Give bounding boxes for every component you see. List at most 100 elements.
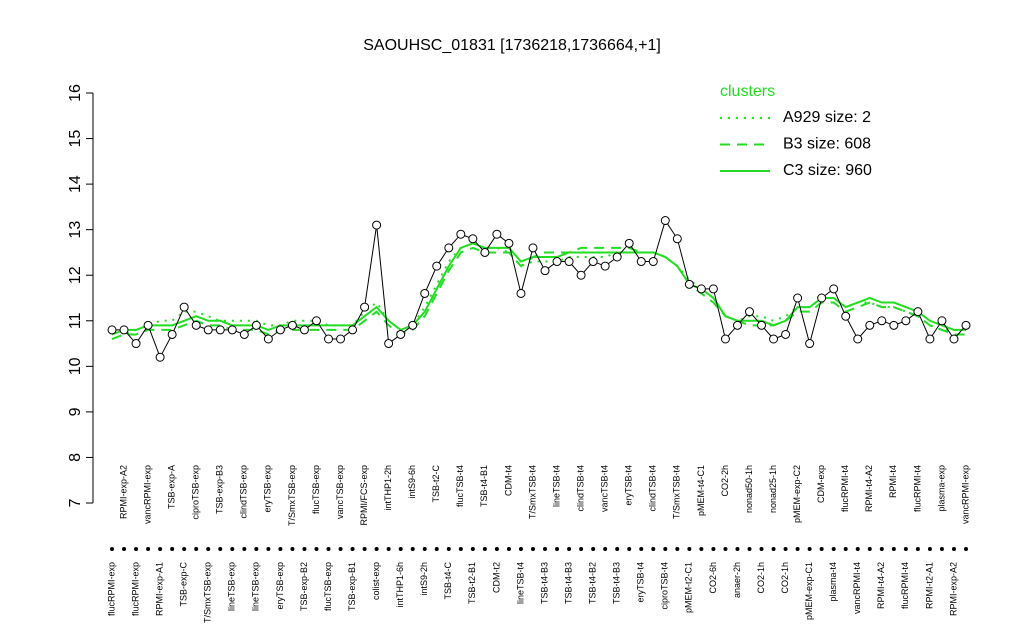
x-tick-label: CDM-t4	[503, 465, 513, 496]
rug-dot	[723, 547, 728, 551]
rug-dot	[964, 547, 968, 551]
data-point	[829, 284, 839, 294]
x-tick-label: RPMI-exp-A1	[154, 562, 164, 616]
rug-dot	[567, 547, 572, 551]
data-point	[360, 302, 370, 312]
data-point	[336, 334, 346, 344]
x-tick-label: intTHP1-6h	[395, 562, 405, 608]
rug-dot	[543, 547, 548, 551]
rug-dot	[807, 547, 812, 551]
rug-dot	[663, 547, 668, 551]
x-tick-label: T/SmxTSB-t4	[672, 465, 682, 519]
rug-dot	[615, 547, 620, 551]
rug-dot	[831, 547, 836, 551]
data-point	[480, 247, 490, 257]
data-point	[877, 316, 887, 326]
rug-dot	[338, 547, 343, 551]
rug-dot	[350, 547, 355, 551]
rug-dot	[915, 547, 920, 551]
rug-dot	[134, 547, 139, 551]
x-tick-label: flucTSB-t4	[455, 465, 465, 507]
rug-dot	[374, 547, 379, 551]
rug-dot	[699, 547, 704, 551]
cluster-line	[111, 242, 966, 340]
rug-dot	[230, 547, 235, 551]
data-point	[348, 325, 358, 335]
rug-dot	[951, 547, 956, 551]
data-point	[600, 261, 610, 271]
rug-dot	[783, 547, 788, 551]
x-tick-label: CDM-t2	[491, 562, 501, 593]
rug-dot	[290, 547, 295, 551]
x-tick-label: TSB-t2-B1	[467, 562, 477, 604]
data-point	[516, 288, 526, 298]
data-point	[769, 334, 779, 344]
data-point	[456, 229, 466, 239]
data-point	[420, 288, 430, 298]
data-point	[143, 320, 153, 330]
y-tick-label: 9	[67, 407, 84, 416]
data-point	[167, 329, 177, 339]
data-point	[299, 325, 309, 335]
x-tick-label: flucRPMI-t4	[912, 465, 922, 512]
data-point	[648, 257, 658, 267]
data-point	[275, 325, 285, 335]
rug-dot	[122, 547, 127, 551]
x-tick-label: pMEM-exp-C2	[792, 465, 802, 523]
data-point	[444, 243, 454, 253]
rug-dot	[855, 547, 860, 551]
x-tick-label: pMEM-t2-C1	[684, 562, 694, 613]
x-tick-label: vancRPMI-exp	[142, 465, 152, 524]
x-tick-label: RPMI-exp-A2	[948, 562, 958, 616]
x-tick-label: flucTSB-exp	[311, 465, 321, 514]
x-tick-label: RPMI-t4-A2	[876, 562, 886, 609]
x-tick-label: lineTSB-exp	[227, 562, 237, 611]
data-point	[311, 316, 321, 326]
x-tick-label: vancTSB-exp	[335, 465, 345, 519]
x-tick-label: colist-exp	[371, 562, 381, 600]
x-tick-label: clindTSB-exp	[239, 465, 249, 519]
data-point	[107, 325, 117, 335]
y-tick-label: 14	[67, 175, 84, 193]
rug-dot	[434, 547, 439, 551]
rug-dot	[206, 547, 211, 551]
data-point	[396, 329, 406, 339]
x-tick-label: CDM-exp	[816, 465, 826, 503]
x-tick-label: ciproTSB-t4	[660, 562, 670, 610]
x-tick-label: TSB-t4-B2	[588, 562, 598, 604]
rug-dot	[651, 547, 656, 551]
rug-dot	[711, 547, 716, 551]
rug-dot	[242, 547, 247, 551]
y-tick-label: 16	[67, 84, 84, 102]
rug-dot	[182, 547, 187, 551]
data-point	[805, 339, 815, 349]
rug-dot	[110, 547, 114, 551]
x-tick-label: intS9-6h	[407, 465, 417, 499]
rug-dot	[879, 547, 884, 551]
data-point	[324, 334, 334, 344]
x-tick-label: RPMI-exp-A2	[118, 465, 128, 519]
rug-dot	[398, 547, 403, 551]
x-tick-label: TSB-t4-C	[443, 562, 453, 600]
x-tick-label: TSB-exp-B3	[215, 465, 225, 514]
rug-dot	[927, 547, 932, 551]
rug-dot	[735, 547, 740, 551]
rug-dot	[266, 547, 271, 551]
legend-label: B3 size: 608	[783, 136, 871, 153]
data-point	[853, 334, 863, 344]
data-point	[901, 316, 911, 326]
x-tick-label: plasma-exp	[936, 465, 946, 512]
rug-dot	[579, 547, 584, 551]
data-point	[203, 325, 213, 335]
data-point	[660, 216, 670, 226]
rug-dot	[627, 547, 632, 551]
rug-dot	[326, 547, 331, 551]
x-tick-label: lineTSB-t4	[515, 562, 525, 604]
y-tick-label: 8	[67, 453, 84, 462]
rug-dot	[146, 547, 151, 551]
rug-dot	[470, 547, 475, 551]
x-tick-label: RPMI-t4	[888, 465, 898, 498]
x-tick-label: intTHP1-2h	[383, 465, 393, 511]
data-point	[949, 334, 959, 344]
data-point	[817, 293, 827, 303]
